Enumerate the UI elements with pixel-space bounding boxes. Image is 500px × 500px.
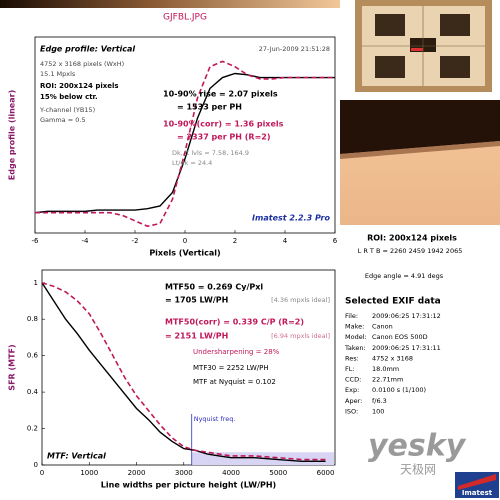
roi-title: ROI: 200x124 pixels bbox=[367, 234, 457, 243]
annotation: Dk, lt lvls = 7.58, 164.9 bbox=[172, 149, 249, 157]
y-tick-label: 0.2 bbox=[27, 425, 38, 433]
x-tick-label: 3000 bbox=[175, 469, 193, 477]
exif-title: Selected EXIF data bbox=[345, 297, 441, 307]
exif-value: 4752 x 3168 bbox=[372, 354, 413, 362]
exif-value: 2009:06:25 17:31:11 bbox=[372, 344, 441, 352]
y-tick-label: 0.6 bbox=[27, 352, 39, 360]
x-tick-label: 4 bbox=[283, 237, 288, 245]
y-tick-label: 0 bbox=[34, 461, 38, 469]
logo-stripe bbox=[458, 474, 496, 490]
series-line bbox=[41, 282, 326, 463]
exif-key: Exp: bbox=[345, 386, 359, 394]
annotation: 15.1 Mpxls bbox=[40, 70, 76, 78]
annotation: [6.94 mpxls ideal] bbox=[271, 332, 330, 340]
exif-value: f/6.3 bbox=[372, 397, 387, 405]
exif-value: Canon bbox=[372, 323, 393, 331]
annotation: 15% below ctr. bbox=[40, 93, 98, 101]
nyquist-label: Nyquist freq. bbox=[194, 415, 236, 423]
annotation: MTF at Nyquist = 0.102 bbox=[193, 378, 276, 386]
logo-text: Imatest bbox=[462, 489, 493, 497]
exif-key: Taken: bbox=[344, 344, 366, 352]
y-axis-label: SFR (MTF) bbox=[8, 344, 17, 390]
y-axis-label: Edge profile (linear) bbox=[8, 90, 17, 180]
exif-key: Make: bbox=[345, 323, 364, 331]
exif-key: Aper: bbox=[345, 397, 362, 405]
x-tick-label: -2 bbox=[132, 237, 139, 245]
annotation: Undersharpening = 28% bbox=[193, 348, 280, 356]
x-tick-label: 6000 bbox=[317, 469, 335, 477]
y-tick-label: 0.4 bbox=[27, 388, 39, 396]
exif-value: 18.0mm bbox=[372, 365, 399, 373]
annotation: ROI: 200x124 pixels bbox=[40, 82, 119, 90]
profile-strip bbox=[0, 0, 340, 8]
annotation: Imatest 2.2.3 Pro bbox=[252, 214, 330, 223]
annotation: MTF50 = 0.269 Cy/Pxl bbox=[165, 283, 263, 292]
roi-image bbox=[340, 100, 500, 225]
series-line bbox=[35, 60, 335, 228]
exif-value: 22.71mm bbox=[372, 376, 403, 384]
annotation: Y-channel (YB15) bbox=[39, 106, 95, 114]
x-tick-label: -4 bbox=[82, 237, 90, 245]
annotation: 27-Jun-2009 21:51:28 bbox=[259, 45, 330, 53]
exif-value: Canon EOS 500D bbox=[372, 333, 428, 341]
exif-value: 100 bbox=[372, 407, 384, 415]
watermark-cn: 天极网 bbox=[400, 463, 436, 477]
series-line bbox=[34, 72, 335, 214]
x-tick-label: 0 bbox=[183, 237, 187, 245]
exif-key: Model: bbox=[345, 333, 367, 341]
x-axis-label: Line widths per picture height (LW/PH) bbox=[101, 481, 276, 490]
annotation: = 2337 per PH (R=2) bbox=[177, 133, 271, 142]
annotation: [4.36 mpxls ideal] bbox=[271, 296, 330, 304]
annotation: Edge profile: Vertical bbox=[40, 45, 135, 54]
plot-frame bbox=[41, 269, 336, 466]
x-tick-label: 2000 bbox=[128, 469, 146, 477]
annotation: = 2151 LW/PH bbox=[165, 332, 228, 341]
exif-value: 2009:06:25 17:31:12 bbox=[372, 312, 441, 320]
annotation: 4752 x 3168 pixels (WxH) bbox=[40, 60, 124, 68]
x-tick-label: -6 bbox=[32, 237, 40, 245]
exif-key: Res: bbox=[345, 354, 359, 362]
annotation: = 1705 LW/PH bbox=[165, 296, 228, 305]
thumbnail bbox=[355, 0, 492, 92]
annotation: MTF50(corr) = 0.339 C/P (R=2) bbox=[165, 318, 304, 327]
y-tick-label: 0.8 bbox=[27, 315, 38, 323]
x-tick-label: 5000 bbox=[269, 469, 287, 477]
annotation: = 1533 per PH bbox=[177, 103, 242, 112]
annotation: Lt/dk = 24.4 bbox=[172, 159, 212, 167]
y-tick-label: 1 bbox=[34, 279, 38, 287]
edge-angle: Edge angle = 4.91 degs bbox=[365, 272, 444, 280]
x-tick-label: 6 bbox=[333, 237, 338, 245]
exif-key: ISO: bbox=[345, 407, 358, 415]
watermark-brand: yesky bbox=[368, 429, 467, 464]
annotation: Gamma = 0.5 bbox=[40, 116, 86, 124]
annotation: MTF30 = 2252 LW/PH bbox=[193, 364, 269, 372]
x-tick-label: 2 bbox=[233, 237, 237, 245]
exif-key: CCD: bbox=[345, 376, 361, 384]
annotation: 10-90% rise = 2.07 pixels bbox=[163, 90, 278, 99]
plot-frame bbox=[34, 36, 336, 234]
roi-lrtb: L R T B = 2260 2459 1942 2065 bbox=[358, 247, 463, 255]
x-tick-label: 4000 bbox=[222, 469, 240, 477]
x-tick-label: 1000 bbox=[80, 469, 98, 477]
annotation: MTF: Vertical bbox=[47, 452, 106, 461]
x-axis-label: Pixels (Vertical) bbox=[149, 249, 220, 258]
file-title: GJFBL.JPG bbox=[163, 13, 207, 23]
exif-value: 0.0100 s (1/100) bbox=[372, 386, 426, 394]
x-tick-label: 0 bbox=[40, 469, 44, 477]
annotation: 10-90%(corr) = 1.36 pixels bbox=[163, 120, 284, 129]
exif-key: FL: bbox=[345, 365, 355, 373]
exif-key: File: bbox=[345, 312, 358, 320]
exif-table: File: 2009:06:25 17:31:12 Make: Canon Model:… bbox=[344, 312, 441, 415]
